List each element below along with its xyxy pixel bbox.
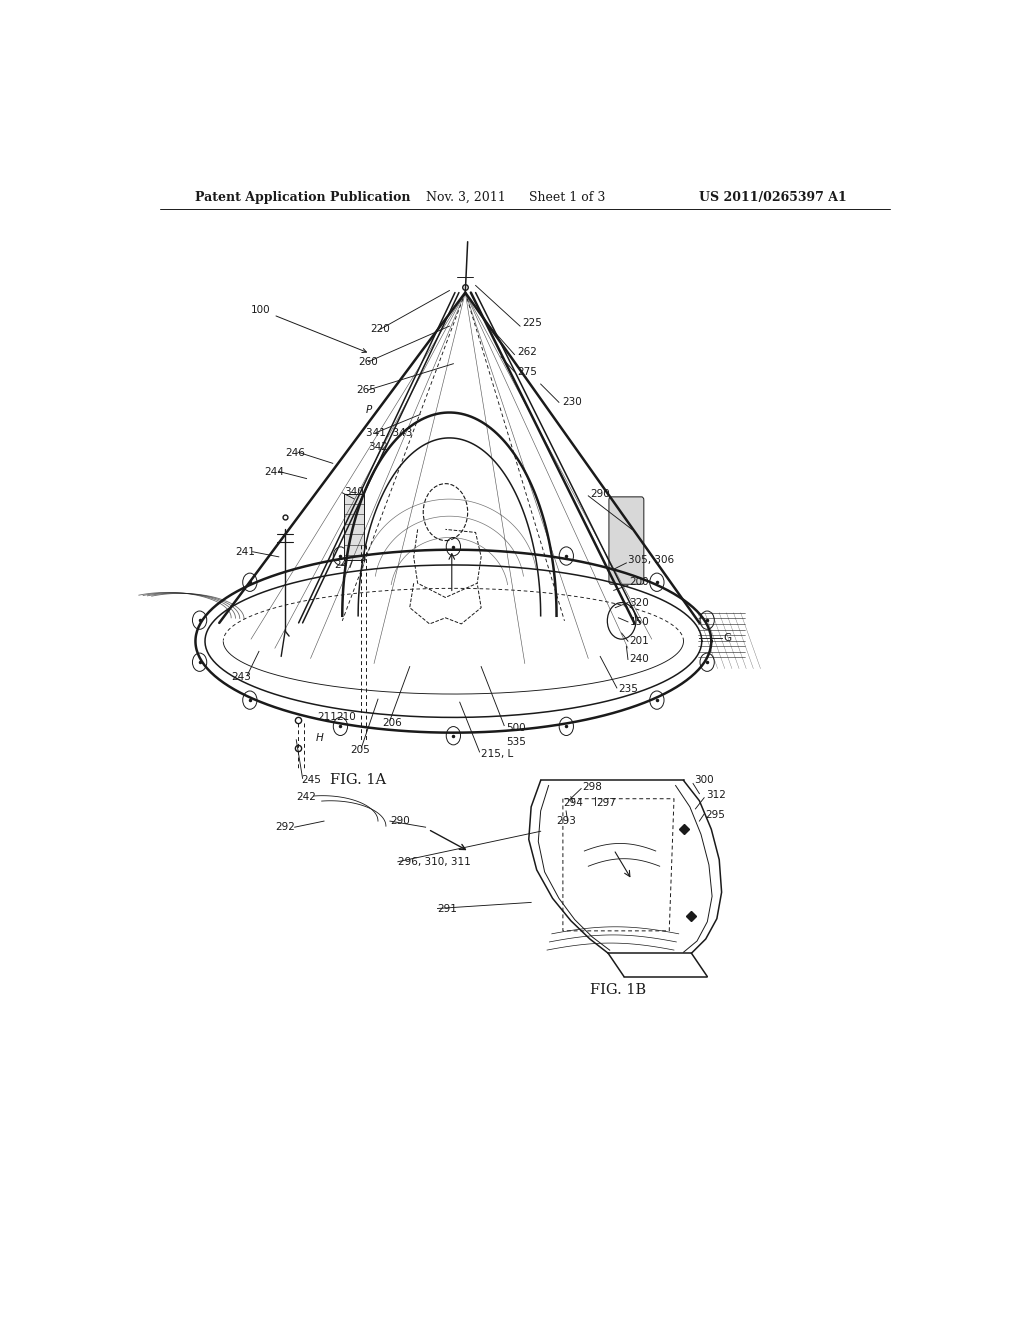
Text: 265: 265 bbox=[356, 385, 377, 395]
Text: 240: 240 bbox=[630, 655, 649, 664]
Text: 290: 290 bbox=[590, 488, 609, 499]
Text: 247: 247 bbox=[334, 560, 354, 570]
Text: P: P bbox=[367, 405, 373, 416]
Text: 205: 205 bbox=[350, 744, 370, 755]
Text: 210: 210 bbox=[336, 713, 355, 722]
Text: 260: 260 bbox=[358, 356, 378, 367]
Text: G: G bbox=[723, 634, 731, 643]
Text: 225: 225 bbox=[522, 318, 543, 329]
Text: 215, L: 215, L bbox=[481, 748, 513, 759]
Text: 291: 291 bbox=[437, 903, 458, 913]
Text: 312: 312 bbox=[706, 789, 726, 800]
Text: 241: 241 bbox=[236, 546, 255, 557]
Text: Nov. 3, 2011: Nov. 3, 2011 bbox=[426, 190, 506, 203]
Text: 262: 262 bbox=[517, 347, 537, 356]
Text: 293: 293 bbox=[557, 816, 577, 826]
Text: 211: 211 bbox=[316, 713, 337, 722]
Text: 246: 246 bbox=[285, 449, 305, 458]
Text: US 2011/0265397 A1: US 2011/0265397 A1 bbox=[699, 190, 847, 203]
Text: FIG. 1A: FIG. 1A bbox=[331, 774, 386, 788]
Text: H: H bbox=[315, 733, 323, 743]
Text: 296, 310, 311: 296, 310, 311 bbox=[397, 857, 471, 867]
Text: 150: 150 bbox=[630, 616, 649, 627]
Text: 342: 342 bbox=[368, 442, 387, 451]
Text: 100: 100 bbox=[251, 305, 367, 352]
Text: 201: 201 bbox=[630, 636, 649, 647]
Text: 340: 340 bbox=[344, 487, 364, 496]
Text: 290: 290 bbox=[390, 816, 410, 826]
FancyBboxPatch shape bbox=[609, 496, 644, 585]
Text: 500: 500 bbox=[506, 722, 525, 733]
Text: 305, 306: 305, 306 bbox=[628, 554, 674, 565]
Text: 206: 206 bbox=[382, 718, 401, 727]
Text: 220: 220 bbox=[370, 325, 390, 334]
Text: 341, 343: 341, 343 bbox=[367, 428, 413, 438]
Text: 295: 295 bbox=[706, 810, 726, 820]
FancyBboxPatch shape bbox=[344, 494, 365, 560]
Text: 297: 297 bbox=[596, 797, 616, 808]
Text: 300: 300 bbox=[694, 775, 715, 785]
Text: 245: 245 bbox=[301, 775, 321, 785]
Text: 298: 298 bbox=[583, 781, 602, 792]
Text: 320: 320 bbox=[630, 598, 649, 607]
Text: 275: 275 bbox=[517, 367, 537, 376]
Text: Patent Application Publication: Patent Application Publication bbox=[196, 190, 411, 203]
Text: 200: 200 bbox=[630, 577, 649, 587]
Text: 230: 230 bbox=[562, 397, 582, 408]
Text: FIG. 1B: FIG. 1B bbox=[590, 983, 646, 997]
Text: 244: 244 bbox=[264, 467, 285, 478]
Text: 294: 294 bbox=[563, 797, 583, 808]
Text: 535: 535 bbox=[506, 737, 525, 747]
Text: 242: 242 bbox=[296, 792, 316, 801]
Text: 243: 243 bbox=[231, 672, 251, 681]
Text: 292: 292 bbox=[274, 822, 295, 832]
Text: 235: 235 bbox=[618, 684, 638, 694]
Text: Sheet 1 of 3: Sheet 1 of 3 bbox=[528, 190, 605, 203]
